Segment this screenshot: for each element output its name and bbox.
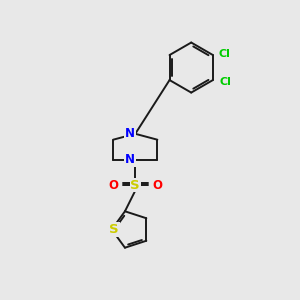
Text: N: N (125, 153, 135, 166)
Text: O: O (152, 179, 162, 192)
Text: S: S (109, 223, 119, 236)
Text: S: S (130, 179, 140, 192)
Text: Cl: Cl (219, 49, 231, 58)
Text: N: N (125, 127, 135, 140)
Text: O: O (109, 179, 118, 192)
Text: Cl: Cl (219, 76, 231, 86)
